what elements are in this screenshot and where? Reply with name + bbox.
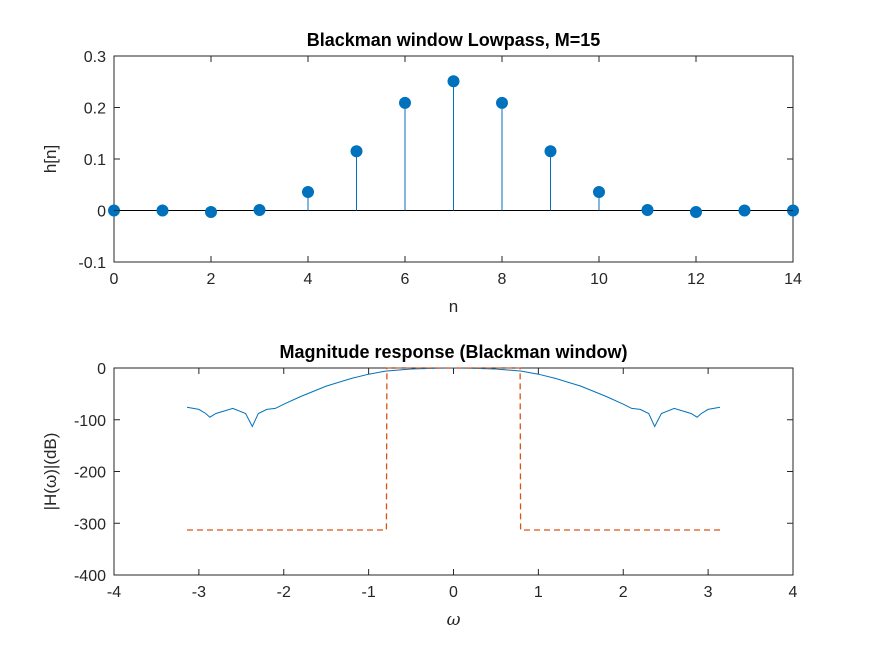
- x-tick-label: -4: [107, 584, 121, 601]
- stem-marker: [205, 206, 217, 219]
- y-tick-label: -100: [74, 413, 106, 430]
- x-tick-label: 10: [590, 271, 608, 288]
- magnitude-chart: -4 -3 -2 -1 0 1 2 3 4 -400 -300 -200 -100 0 Magnitude…: [41, 342, 798, 630]
- x-tick-label: 4: [789, 584, 798, 601]
- y-tick-label: 0.3: [84, 49, 106, 66]
- x-tick-label: 12: [687, 271, 705, 288]
- stem-marker: [156, 204, 169, 217]
- stem-marker: [350, 145, 363, 158]
- x-tick-label: 6: [401, 271, 410, 288]
- x-tick-label: -1: [362, 584, 376, 601]
- stem-chart-title: Blackman window Lowpass, M=15: [307, 30, 601, 50]
- stem-marker: [447, 75, 460, 88]
- x-tick-label: -3: [192, 584, 206, 601]
- magnitude-ticks: -4 -3 -2 -1 0 1 2 3 4 -400 -300 -200 -100 0: [74, 361, 798, 601]
- x-tick-label: 2: [619, 584, 628, 601]
- magnitude-chart-axes-box: [113, 367, 794, 576]
- stem-marker: [690, 206, 702, 219]
- stem-marks: [108, 75, 799, 219]
- stem-marker: [641, 203, 654, 216]
- stem-marker: [544, 145, 557, 158]
- stem-marker: [253, 203, 266, 216]
- magnitude-chart-ylabel: |H(ω)|(dB): [41, 433, 60, 511]
- x-tick-label: -2: [277, 584, 291, 601]
- stem-ticks: 0 2 4 6 8 10 12 14-0.100.10.20.3: [78, 49, 802, 288]
- stem-marker: [496, 96, 508, 109]
- y-tick-label: 0.2: [84, 101, 106, 118]
- x-tick-label: 2: [207, 271, 216, 288]
- y-tick-label: -300: [74, 516, 106, 533]
- x-tick-label: 14: [784, 271, 802, 288]
- stem-chart-xlabel: n: [449, 297, 458, 316]
- stem-marker: [399, 96, 411, 109]
- stem-marker: [593, 185, 605, 198]
- stem-chart-ylabel: h[n]: [41, 145, 60, 173]
- x-tick-label: 0: [110, 271, 119, 288]
- y-tick-label: 0: [97, 361, 106, 378]
- magnitude-chart-xlabel: ω: [447, 610, 461, 630]
- y-tick-label: -0.1: [78, 255, 106, 272]
- x-tick-label: 0: [449, 584, 458, 601]
- x-tick-label: 8: [498, 271, 507, 288]
- stem-marker: [738, 204, 751, 217]
- stem-marker: [302, 185, 314, 198]
- stem-chart: 0 2 4 6 8 10 12 14-0.100.10.20.3 Blackman windo…: [41, 30, 802, 316]
- magnitude-chart-title: Magnitude response (Blackman window): [279, 342, 627, 362]
- y-tick-label: 0: [97, 204, 106, 221]
- x-tick-label: 3: [704, 584, 713, 601]
- x-tick-label: 1: [534, 584, 543, 601]
- y-tick-label: 0.1: [84, 152, 106, 169]
- y-tick-label: -200: [74, 465, 106, 482]
- y-tick-label: -400: [74, 568, 106, 585]
- x-tick-label: 4: [304, 271, 313, 288]
